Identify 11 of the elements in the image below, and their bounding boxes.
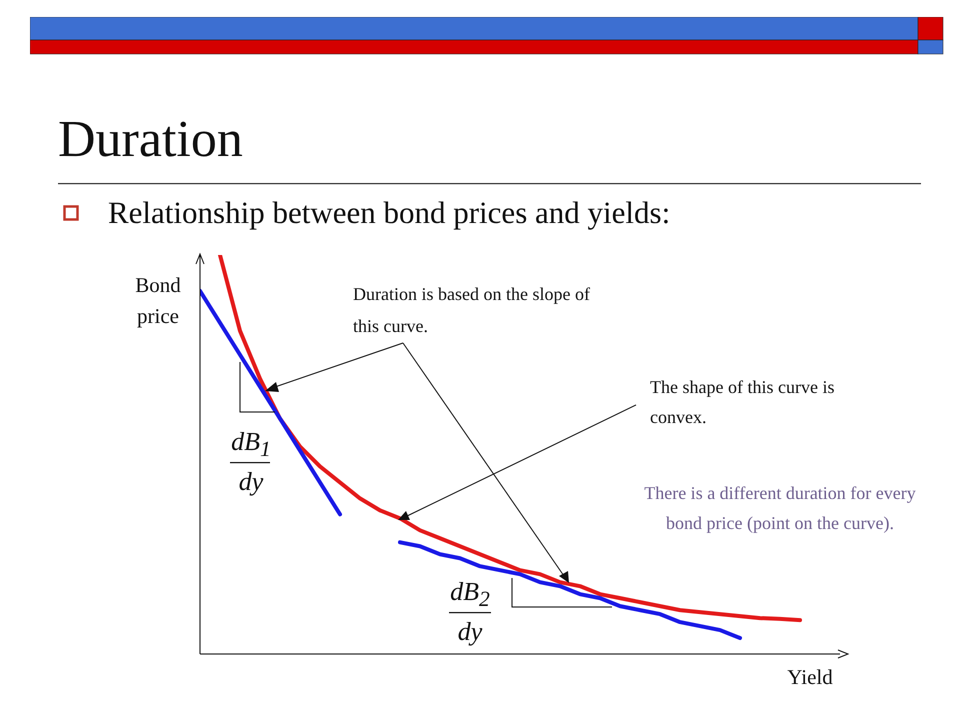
annotation: The shape of this curve is convex.	[650, 376, 835, 429]
y-axis-title: Bond price	[134, 272, 182, 330]
annotation: dy	[456, 616, 484, 648]
chart-title: Duration	[58, 110, 243, 170]
x-axis-title: Yield	[786, 664, 834, 691]
annotation: dB$_{2}$	[449, 576, 491, 614]
chart-subtitle: Relationship between bond prices and yields:	[108, 194, 670, 232]
annotation: dy	[238, 466, 264, 498]
annotation: Duration is based on the slope of this curve.	[353, 283, 591, 338]
annotation: There is a different duration for every bond price (point on the curve).	[643, 482, 917, 535]
annotation: dB$_{1}$	[230, 426, 272, 464]
